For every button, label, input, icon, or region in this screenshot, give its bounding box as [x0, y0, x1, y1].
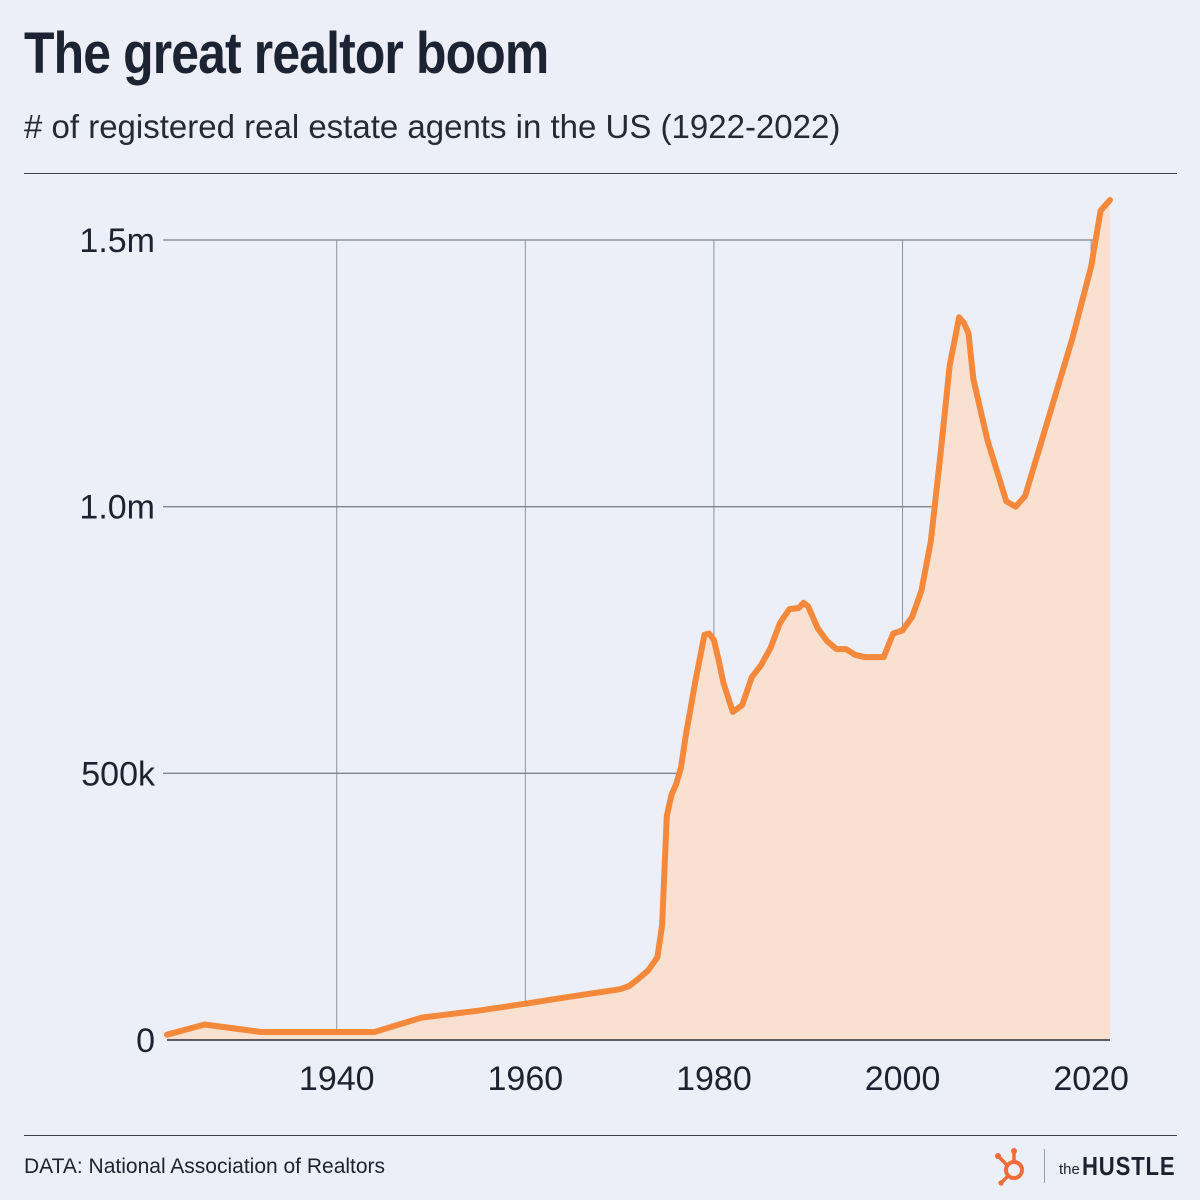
x-tick-label-1940: 1940	[299, 1060, 375, 1098]
y-tick-label-0: 0	[136, 1022, 155, 1060]
top-divider	[24, 173, 1177, 174]
y-tick-label-1.0m: 1.0m	[79, 489, 155, 527]
bottom-divider	[24, 1135, 1177, 1136]
x-tick-label-1980: 1980	[676, 1060, 752, 1098]
x-tick-label-2020: 2020	[1053, 1060, 1129, 1098]
logo-the-text: the	[1059, 1161, 1080, 1178]
data-source: DATA: National Association of Realtors	[24, 1155, 386, 1178]
y-axis-tick-labels: 0 500k 1.0m 1.5m	[79, 222, 156, 1060]
x-tick-label-2000: 2000	[865, 1060, 941, 1098]
x-tick-label-1960: 1960	[488, 1060, 564, 1098]
logo-hustle-text: HUSTLE	[1081, 1150, 1176, 1181]
y-tick-label-500k: 500k	[81, 755, 156, 793]
area-fill	[167, 200, 1110, 1040]
series-line	[164, 197, 1113, 1038]
chart-subtitle: # of registered real estate agents in th…	[24, 108, 841, 145]
hustle-logo: the HUSTLE	[992, 1146, 1192, 1186]
hubspot-sprocket-icon	[995, 1148, 1024, 1186]
logo-divider	[1044, 1149, 1045, 1183]
chart-title: The great realtor boom	[24, 21, 549, 86]
x-axis-tick-labels: 1940 1960 1980 2000 2020	[299, 1060, 1129, 1098]
y-tick-label-1.5m: 1.5m	[79, 222, 155, 260]
